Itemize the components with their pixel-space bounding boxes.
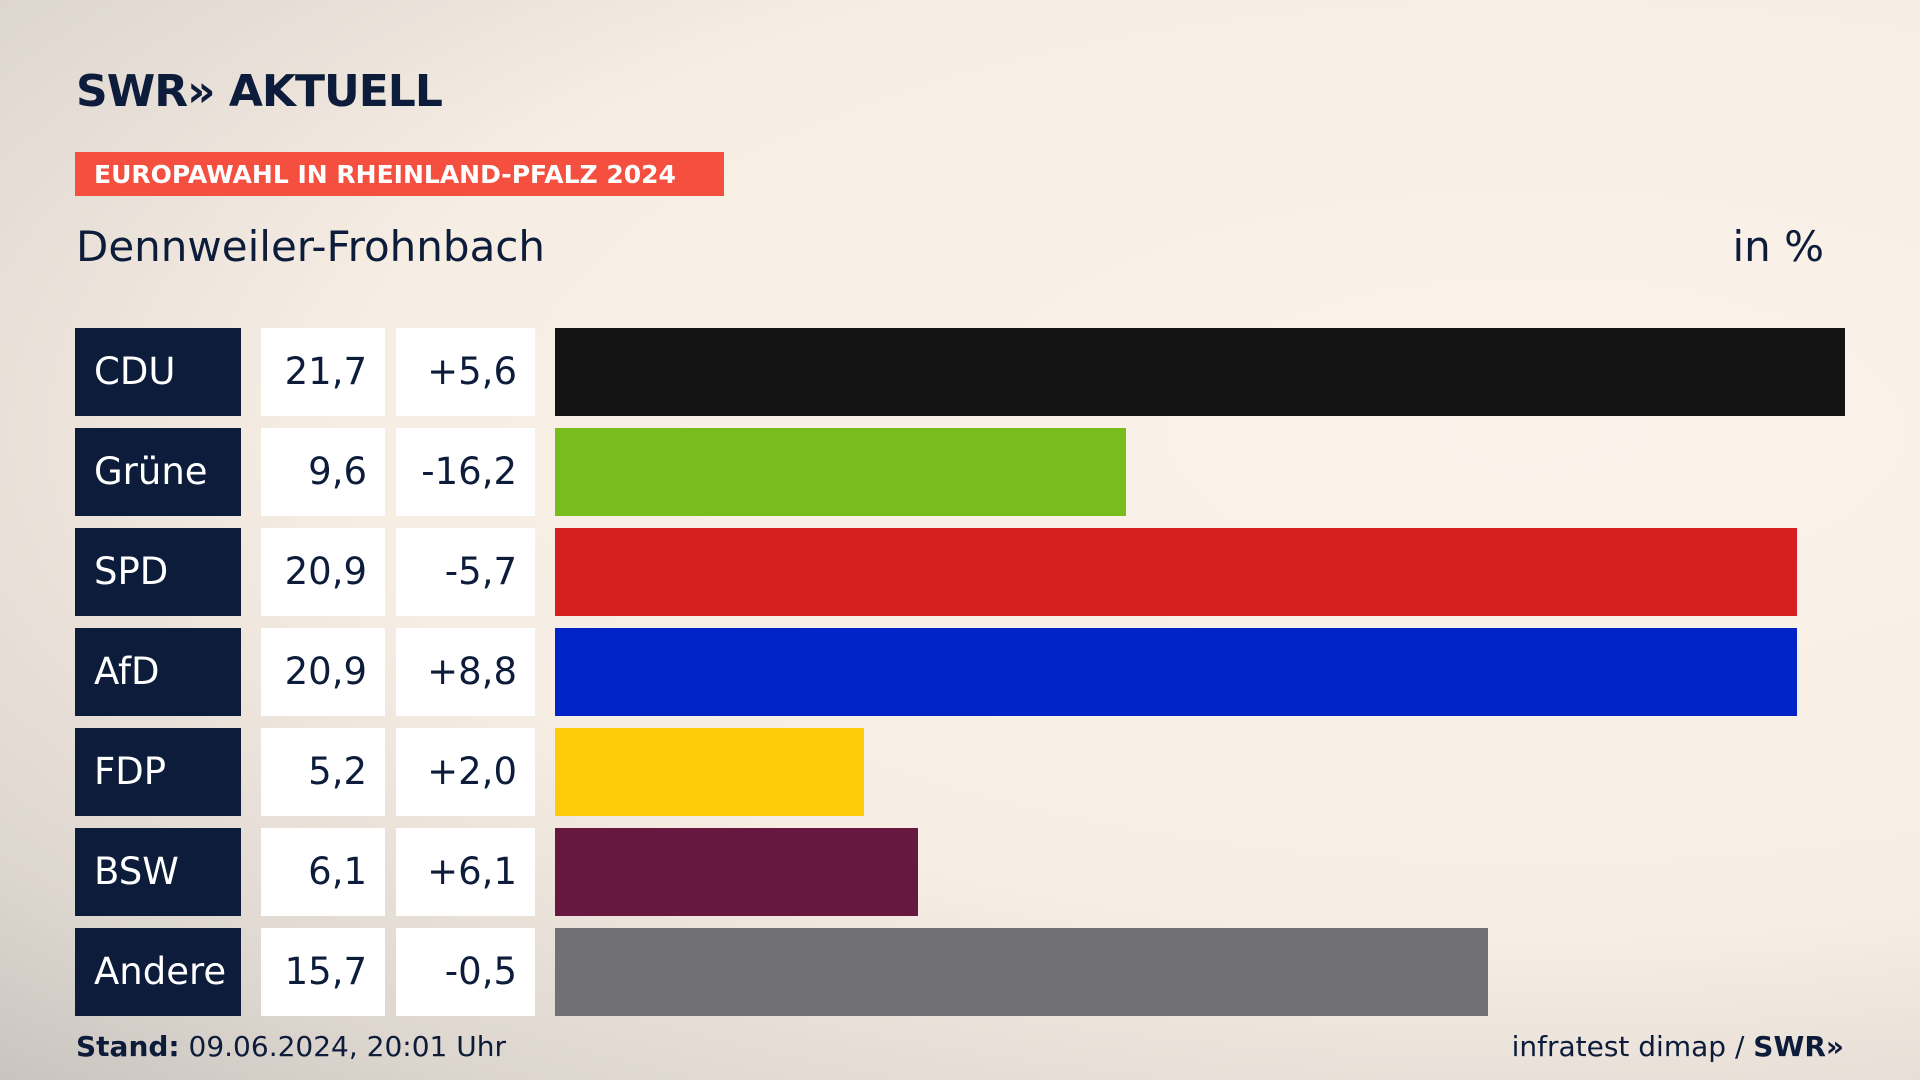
stand-value: 09.06.2024, 20:01 Uhr xyxy=(188,1030,506,1063)
stand-label: Stand: xyxy=(76,1030,180,1063)
change-label: +5,6 xyxy=(396,328,535,416)
value-label: 15,7 xyxy=(261,928,385,1016)
bar xyxy=(555,328,1845,416)
bar xyxy=(555,828,918,916)
change-label: +6,1 xyxy=(396,828,535,916)
party-label: Grüne xyxy=(75,428,241,516)
bar xyxy=(555,728,865,816)
chart-title: Dennweiler-Frohnbach xyxy=(76,222,546,271)
party-label: CDU xyxy=(75,328,241,416)
value-label: 9,6 xyxy=(261,428,385,516)
unit-label: in % xyxy=(1732,222,1824,271)
value-label: 20,9 xyxy=(261,528,385,616)
value-label: 20,9 xyxy=(261,628,385,716)
party-label: AfD xyxy=(75,628,241,716)
bar xyxy=(555,928,1489,1016)
bar xyxy=(555,428,1126,516)
party-label: FDP xyxy=(75,728,241,816)
value-label: 6,1 xyxy=(261,828,385,916)
change-label: -16,2 xyxy=(396,428,535,516)
party-label: SPD xyxy=(75,528,241,616)
change-label: -0,5 xyxy=(396,928,535,1016)
source-text: infratest dimap / xyxy=(1511,1030,1745,1063)
bar xyxy=(555,528,1798,616)
value-label: 21,7 xyxy=(261,328,385,416)
banner: EUROPAWAHL IN RHEINLAND-PFALZ 2024 xyxy=(75,152,724,196)
logo: SWR» AKTUELL xyxy=(76,66,443,117)
party-label: Andere xyxy=(75,928,241,1016)
bar xyxy=(555,628,1798,716)
banner-text: EUROPAWAHL IN RHEINLAND-PFALZ 2024 xyxy=(94,160,676,189)
party-label: BSW xyxy=(75,828,241,916)
change-label: -5,7 xyxy=(396,528,535,616)
source-logo: SWR» xyxy=(1753,1030,1844,1063)
source: infratest dimap / SWR» xyxy=(1512,1030,1844,1063)
value-label: 5,2 xyxy=(261,728,385,816)
change-label: +8,8 xyxy=(396,628,535,716)
stand: Stand: 09.06.2024, 20:01 Uhr xyxy=(76,1030,506,1063)
change-label: +2,0 xyxy=(396,728,535,816)
